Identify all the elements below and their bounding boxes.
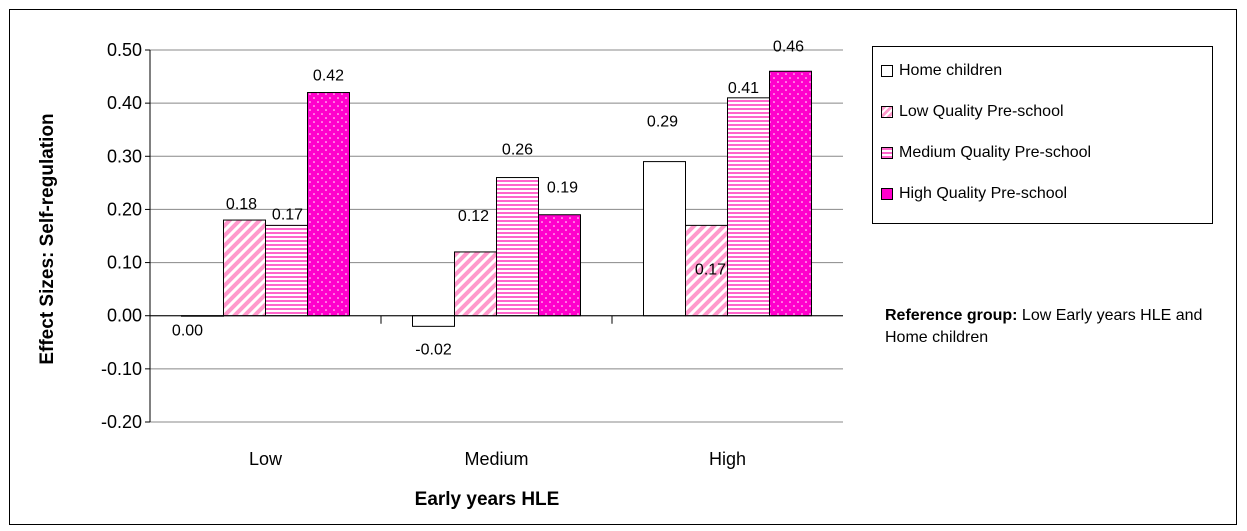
legend-swatch xyxy=(881,188,893,200)
y-tick-label: 0.40 xyxy=(107,93,142,113)
y-tick-label: 0.20 xyxy=(107,199,142,219)
y-tick-label: -0.20 xyxy=(101,412,142,432)
chart-frame xyxy=(9,9,1237,525)
data-label: 0.42 xyxy=(313,68,344,85)
legend-label: High Quality Pre-school xyxy=(899,185,1068,202)
legend-label: Home children xyxy=(899,62,1003,79)
bar xyxy=(307,92,350,317)
legend-swatch xyxy=(881,106,893,118)
legend-label: Low Quality Pre-school xyxy=(899,103,1064,120)
legend-item: Medium Quality Pre-school xyxy=(881,141,1091,165)
legend-swatch xyxy=(881,65,893,77)
x-axis-title: Early years HLE xyxy=(415,489,560,510)
bars xyxy=(181,70,812,327)
legend-item: Low Quality Pre-school xyxy=(881,100,1064,124)
reference-note-text: Low Early years HLE and Home children xyxy=(885,307,1203,346)
data-label: 0.41 xyxy=(728,80,759,97)
legend-label: Medium Quality Pre-school xyxy=(899,144,1092,161)
data-label: 0.17 xyxy=(695,261,726,278)
legend-swatch xyxy=(881,147,893,159)
data-label: 0.26 xyxy=(502,142,533,159)
data-label: 0.00 xyxy=(172,323,203,340)
legend: Home children Low Quality Pre-school Mediu… xyxy=(872,46,1213,224)
bar xyxy=(727,97,770,317)
data-label: 0.17 xyxy=(272,206,303,223)
bar xyxy=(538,214,581,317)
y-axis-title: Effect Sizes: Self-regulation xyxy=(37,113,58,364)
reference-note: Reference group: Low Early years HLE and… xyxy=(885,305,1205,349)
bar xyxy=(496,177,539,317)
data-label: -0.02 xyxy=(415,341,452,358)
x-tick-label: Medium xyxy=(464,449,528,469)
data-labels: 0.00 0.18 0.17 0.42 -0.02 0.12 0.26 0.19 0.29 0.1… xyxy=(172,38,804,358)
data-label: 0.29 xyxy=(647,114,678,131)
y-tick-label: 0.10 xyxy=(107,253,142,273)
axes: 0.50 0.40 0.30 0.20 0.10 0.00 -0.10 -0.20 Low Med… xyxy=(101,40,843,469)
x-tick-label: High xyxy=(709,449,746,469)
bar xyxy=(685,224,728,317)
bar xyxy=(223,219,266,317)
y-tick-label: 0.00 xyxy=(107,306,142,326)
legend-item: High Quality Pre-school xyxy=(881,182,1067,206)
data-label: 0.12 xyxy=(458,208,489,225)
y-tick-label: 0.50 xyxy=(107,40,142,60)
x-tick-label: Low xyxy=(249,449,283,469)
data-label: 0.46 xyxy=(773,38,804,55)
bar xyxy=(265,224,308,317)
y-tick-label: -0.10 xyxy=(101,359,142,379)
data-label: 0.18 xyxy=(226,196,257,213)
data-label: 0.19 xyxy=(547,180,578,197)
y-tick-label: 0.30 xyxy=(107,146,142,166)
legend-item: Home children xyxy=(881,59,1002,83)
bar xyxy=(412,315,455,327)
reference-note-bold: Reference group: xyxy=(885,307,1018,324)
bar xyxy=(769,70,812,317)
bar xyxy=(454,251,497,317)
bar xyxy=(643,161,686,317)
